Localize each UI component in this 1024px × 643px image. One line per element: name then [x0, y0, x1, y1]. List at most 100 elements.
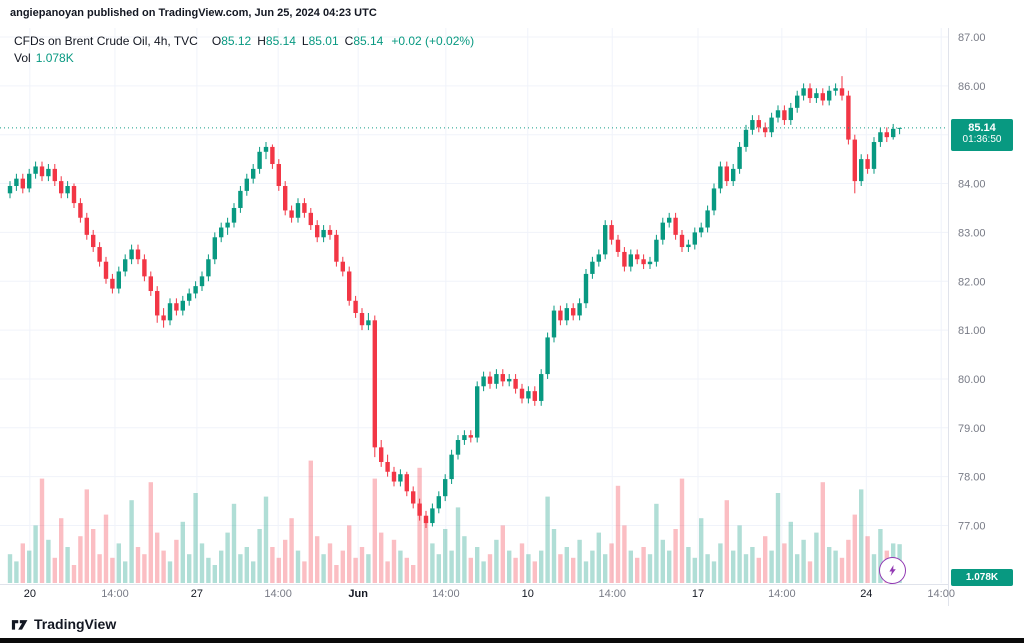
volume-bar	[276, 557, 281, 583]
volume-bar	[507, 550, 512, 583]
volume-bar	[839, 557, 845, 583]
volume-bar	[33, 525, 38, 583]
volume-bar	[647, 554, 653, 583]
time-axis-label: 10	[522, 588, 534, 600]
volume-bar	[769, 550, 774, 583]
candle-body	[635, 254, 640, 260]
volume-bar	[283, 539, 288, 583]
candle-body	[737, 146, 742, 169]
candle-body	[161, 315, 166, 321]
candle-body	[417, 503, 422, 516]
volume-bar	[756, 557, 761, 583]
candle-body	[532, 391, 537, 401]
candle-body	[487, 376, 493, 384]
candle-body	[129, 249, 134, 260]
candle-body	[846, 95, 851, 140]
candle-body	[795, 95, 800, 108]
volume-bar	[244, 547, 249, 583]
candle-body	[212, 237, 217, 260]
candle-body	[827, 90, 832, 101]
candle-body	[398, 474, 403, 482]
candle-body	[347, 271, 352, 301]
last-price-badge[interactable]: 85.14 01:36:50	[951, 119, 1013, 151]
volume-bar	[180, 521, 185, 583]
volume-bar	[577, 539, 582, 583]
candle-body	[199, 276, 205, 287]
candle-body	[27, 173, 32, 189]
volume-bar	[596, 532, 601, 583]
candle-body	[603, 225, 608, 255]
bar-countdown: 01:36:50	[962, 134, 1002, 145]
volume-bar	[673, 529, 678, 583]
candle-body	[340, 261, 345, 272]
volume-bar	[430, 543, 435, 583]
candle-body	[539, 374, 544, 401]
volume-bar	[833, 550, 838, 583]
price-axis-label: 86.00	[958, 81, 986, 93]
candle-body	[449, 454, 454, 480]
volume-bar	[142, 554, 147, 583]
volume-bar	[110, 557, 115, 583]
high-value: 85.14	[265, 34, 296, 48]
volume-bar	[513, 557, 518, 583]
candle-body	[769, 117, 774, 133]
volume-bar	[615, 485, 621, 583]
volume-bar	[654, 503, 659, 583]
volume-bar	[59, 518, 64, 583]
candle-body	[615, 239, 621, 252]
open-value: 85.12	[221, 34, 252, 48]
candle-body	[385, 461, 390, 472]
volume-bar	[135, 547, 141, 583]
volume-bar	[481, 561, 486, 583]
candle-body	[507, 378, 512, 382]
candle-body	[321, 229, 326, 238]
volume-bar	[340, 550, 345, 583]
volume-bar	[859, 489, 864, 583]
volume-bar	[71, 565, 77, 583]
volume-bar	[167, 561, 173, 583]
candle-body	[462, 435, 467, 441]
volume-bar	[731, 550, 736, 583]
candle-body	[775, 110, 781, 118]
volume-bar	[718, 543, 723, 583]
candle-body	[679, 234, 685, 248]
time-axis-label: 24	[860, 588, 872, 600]
volume-bar	[155, 532, 160, 583]
candle-body	[763, 127, 768, 133]
candle-body	[820, 93, 825, 101]
tradingview-brand-link[interactable]: TradingView	[10, 616, 116, 632]
candle-body	[583, 273, 589, 304]
candle-body	[839, 88, 845, 96]
time-axis-label: 17	[692, 588, 704, 600]
volume-bar	[148, 482, 153, 583]
boost-button[interactable]	[879, 557, 906, 584]
candle-body	[711, 188, 717, 211]
volume-bar	[622, 525, 627, 583]
candle-body	[225, 222, 230, 228]
candle-body	[206, 259, 211, 277]
candle-body	[622, 251, 627, 267]
candle-body	[814, 93, 819, 99]
volume-bar	[315, 536, 320, 583]
volume-bar	[539, 550, 544, 583]
volume-bar	[161, 550, 166, 583]
time-axis-label: 14:00	[927, 588, 955, 600]
volume-bar	[116, 543, 121, 583]
candle-body	[135, 249, 141, 260]
candle-body	[148, 276, 153, 292]
volume-bar	[199, 543, 205, 583]
candle-body	[302, 203, 307, 213]
volume-bar	[359, 547, 365, 583]
candle-body	[327, 229, 333, 235]
volume-bar	[500, 525, 505, 583]
candle-body	[641, 259, 646, 265]
time-axis-label: 14:00	[101, 588, 129, 600]
low-value: 85.01	[308, 34, 339, 48]
volume-bar	[462, 536, 467, 583]
candle-body	[366, 320, 371, 326]
volume-axis-badge: 1.078K	[951, 569, 1013, 586]
candle-body	[65, 185, 70, 194]
volume-bar	[321, 554, 326, 583]
